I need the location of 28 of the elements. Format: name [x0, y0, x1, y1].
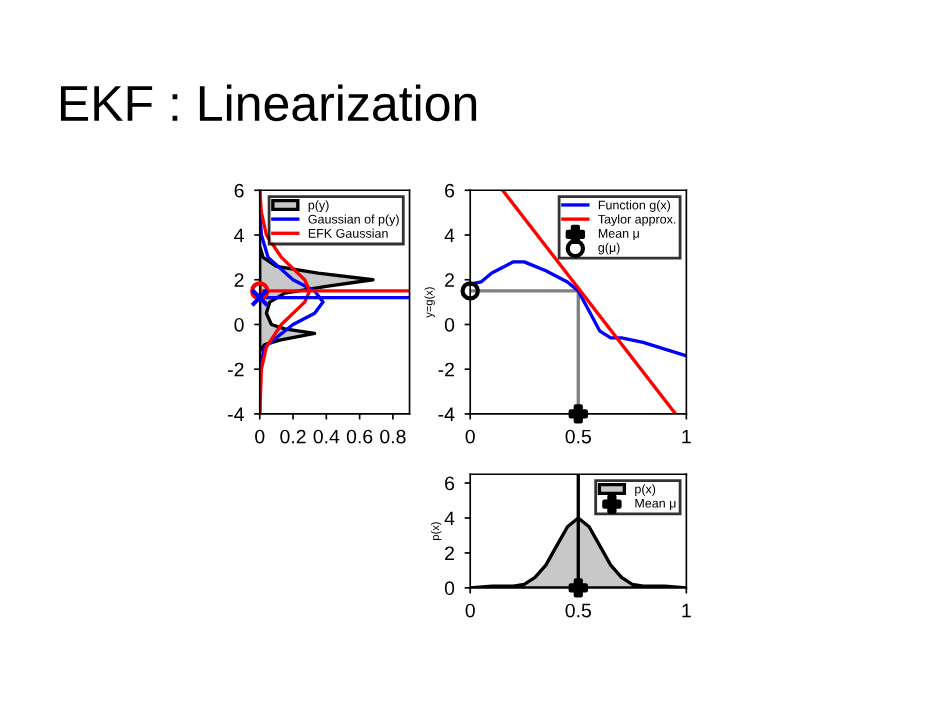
x-tick-label: 0	[465, 429, 475, 444]
y-tick-label: 6	[234, 183, 244, 198]
y-tick-label: 2	[445, 273, 454, 287]
y-tick-label: 0	[444, 317, 455, 332]
y-tick-label: 4	[444, 228, 455, 243]
x-tick-label: 1	[682, 603, 691, 618]
x-tick-label: 0.6	[346, 429, 373, 444]
x-tick-label: 0.5	[565, 603, 591, 618]
y-tick-label: 0	[444, 581, 455, 596]
y-tick-label: 6	[445, 476, 455, 491]
y-tick-label: 4	[444, 511, 455, 526]
y-tick-label: 2	[445, 546, 454, 560]
y-tick-label: -4	[438, 407, 455, 421]
x-tick-label: 0	[465, 603, 475, 618]
x-tick-label: 0.2	[280, 429, 306, 444]
y-tick-label: -2	[438, 362, 454, 377]
y-tick-label: -2	[228, 362, 244, 377]
y-tick-label: 2	[234, 273, 244, 287]
x-tick-label: 1	[682, 429, 691, 444]
y-tick-label: 4	[234, 228, 244, 243]
x-tick-label: 0.4	[313, 429, 340, 444]
chart-title: EKF : Linearization	[60, 84, 477, 122]
x-tick-label: 0.8	[380, 429, 406, 444]
y-tick-label: -4	[228, 407, 244, 421]
y-tick-label: 6	[445, 183, 455, 198]
x-tick-label: 0	[255, 429, 265, 444]
y-tick-label: 0	[234, 317, 244, 332]
x-tick-label: 0.5	[565, 429, 591, 444]
